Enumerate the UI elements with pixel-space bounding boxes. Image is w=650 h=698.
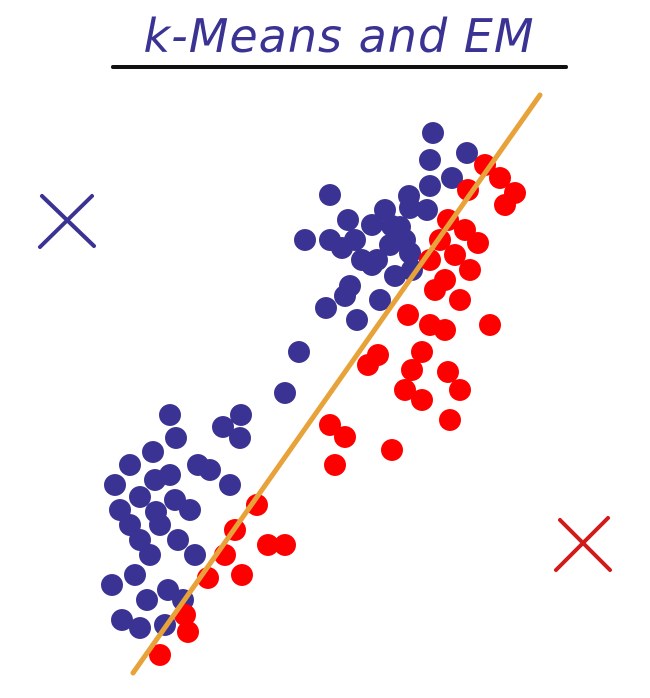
- data-point-blue: [361, 214, 383, 236]
- data-point-blue: [419, 149, 441, 171]
- data-point-red: [494, 194, 516, 216]
- data-point-blue: [219, 474, 241, 496]
- data-point-blue: [111, 609, 133, 631]
- data-point-blue: [230, 404, 252, 426]
- data-point-red: [424, 279, 446, 301]
- data-point-blue: [167, 529, 189, 551]
- data-point-blue: [212, 416, 234, 438]
- x-mark-icon: [554, 516, 612, 572]
- data-point-red: [434, 319, 456, 341]
- data-point-blue: [129, 617, 151, 639]
- data-point-red: [246, 494, 268, 516]
- data-point-blue: [422, 122, 444, 144]
- data-point-red: [177, 621, 199, 643]
- data-point-blue: [229, 427, 251, 449]
- data-point-red: [479, 314, 501, 336]
- data-point-red: [439, 409, 461, 431]
- data-point-red: [411, 341, 433, 363]
- data-point-blue: [104, 474, 126, 496]
- data-point-blue: [399, 197, 421, 219]
- data-point-red: [449, 289, 471, 311]
- data-point-red: [449, 379, 471, 401]
- page-title: k-Means and EM: [143, 9, 534, 63]
- data-point-blue: [331, 237, 353, 259]
- data-point-blue: [319, 184, 341, 206]
- data-point-blue: [149, 514, 171, 536]
- data-point-blue: [401, 259, 423, 281]
- data-point-red: [257, 534, 279, 556]
- x-mark-icon: [38, 194, 96, 249]
- data-point-red: [459, 259, 481, 281]
- data-point-red: [437, 361, 459, 383]
- decision-boundary-line: [130, 92, 543, 676]
- cluster-blue-points: [101, 122, 478, 639]
- data-point-blue: [129, 486, 151, 508]
- data-point-blue: [139, 544, 161, 566]
- data-point-blue: [101, 574, 123, 596]
- data-point-red: [324, 454, 346, 476]
- data-point-blue: [416, 199, 438, 221]
- data-point-red: [419, 249, 441, 271]
- data-point-blue: [144, 469, 166, 491]
- data-point-blue: [441, 167, 463, 189]
- data-point-red: [381, 439, 403, 461]
- data-point-red: [467, 232, 489, 254]
- data-point-blue: [334, 285, 356, 307]
- data-point-blue: [369, 289, 391, 311]
- data-point-red: [357, 354, 379, 376]
- data-point-blue: [366, 249, 388, 271]
- data-point-red: [444, 244, 466, 266]
- data-point-blue: [456, 142, 478, 164]
- data-point-blue: [346, 309, 368, 331]
- cluster-red-points: [149, 154, 526, 666]
- data-point-blue: [136, 589, 158, 611]
- data-point-blue: [294, 229, 316, 251]
- data-point-red: [397, 304, 419, 326]
- data-point-red: [394, 379, 416, 401]
- data-point-red: [231, 564, 253, 586]
- data-point-blue: [184, 544, 206, 566]
- data-point-red: [457, 179, 479, 201]
- data-point-blue: [274, 382, 296, 404]
- data-point-blue: [315, 297, 337, 319]
- data-point-blue: [199, 459, 221, 481]
- data-point-red: [319, 414, 341, 436]
- data-point-blue: [124, 564, 146, 586]
- data-point-blue: [419, 175, 441, 197]
- data-point-blue: [165, 427, 187, 449]
- data-point-blue: [384, 265, 406, 287]
- data-point-red: [334, 426, 356, 448]
- data-point-blue: [142, 441, 164, 463]
- data-point-red: [474, 154, 496, 176]
- data-point-red: [489, 167, 511, 189]
- data-point-blue: [119, 454, 141, 476]
- data-point-red: [149, 644, 171, 666]
- data-point-blue: [399, 242, 421, 264]
- data-point-blue: [159, 404, 181, 426]
- data-point-red: [274, 534, 296, 556]
- data-point-red: [411, 389, 433, 411]
- data-point-red: [401, 359, 423, 381]
- data-point-blue: [288, 341, 310, 363]
- data-point-blue: [179, 499, 201, 521]
- data-point-blue: [337, 209, 359, 231]
